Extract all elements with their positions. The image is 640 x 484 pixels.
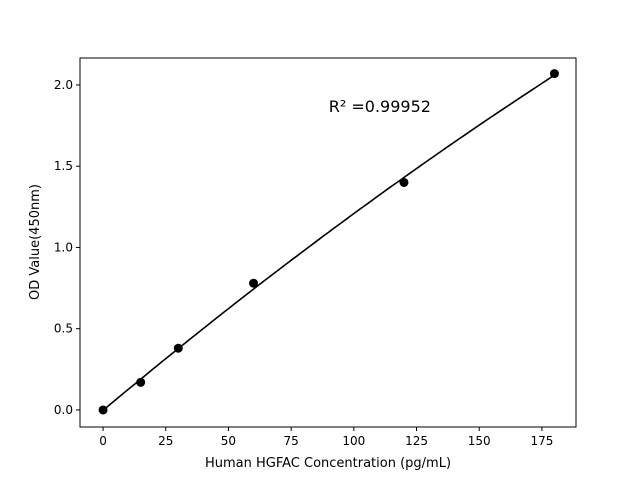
r-squared-annotation: R² =0.99952 — [329, 97, 431, 116]
y-tick-label: 0.5 — [54, 322, 73, 336]
x-tick-label: 150 — [468, 434, 491, 448]
x-tick-label: 175 — [530, 434, 553, 448]
plot-frame — [79, 57, 577, 428]
data-point — [549, 69, 559, 79]
x-tick-label: 50 — [221, 434, 236, 448]
data-point — [98, 405, 108, 415]
x-tick-label: 25 — [158, 434, 173, 448]
y-tick-label: 1.5 — [54, 159, 73, 173]
data-point — [249, 278, 259, 288]
y-tick-label: 2.0 — [54, 78, 73, 92]
x-tick-label: 0 — [99, 434, 107, 448]
y-tick-label: 1.0 — [54, 240, 73, 254]
y-axis-label: OD Value(450nm) — [28, 184, 43, 300]
x-tick-label: 75 — [283, 434, 298, 448]
data-point — [399, 177, 409, 187]
data-point — [173, 343, 183, 353]
x-axis-label: Human HGFAC Concentration (pg/mL) — [205, 456, 451, 471]
x-tick-label: 100 — [342, 434, 365, 448]
data-point — [136, 377, 146, 387]
x-tick-label: 125 — [405, 434, 428, 448]
y-tick-label: 0.0 — [54, 403, 73, 417]
fit-curve — [102, 74, 555, 411]
